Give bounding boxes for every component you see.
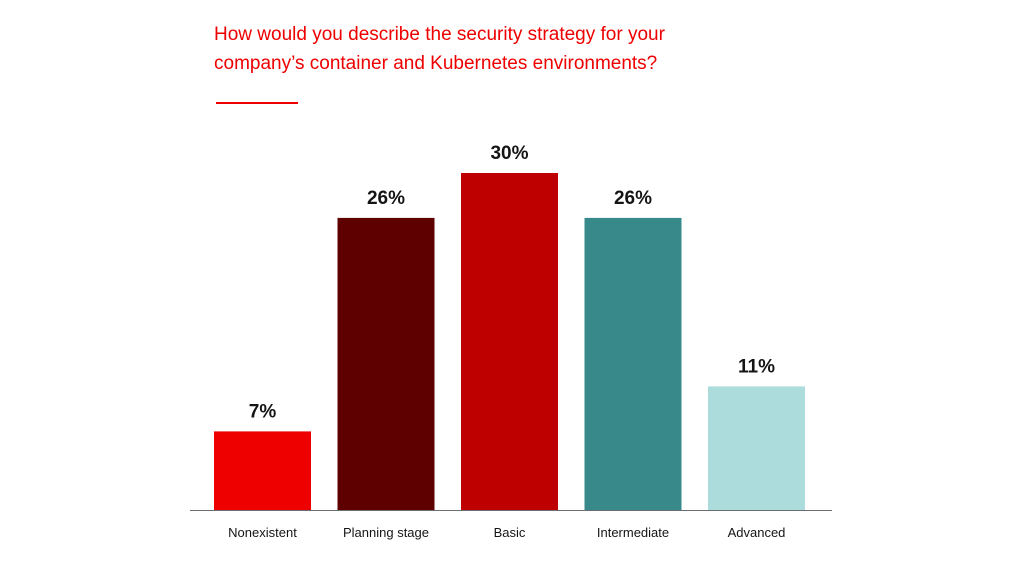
title-underline xyxy=(216,102,298,104)
value-label-intermediate: 26% xyxy=(614,188,652,209)
chart-title-line-2: company’s container and Kubernetes envir… xyxy=(214,53,658,74)
bar-intermediate xyxy=(584,217,682,510)
value-label-basic: 30% xyxy=(490,143,528,164)
value-label-advanced: 11% xyxy=(738,356,775,377)
value-label-nonexistent: 7% xyxy=(249,401,277,422)
category-label-intermediate: Intermediate xyxy=(597,525,669,540)
category-label-planning-stage: Planning stage xyxy=(343,525,429,540)
category-label-basic: Basic xyxy=(494,525,526,540)
value-label-planning-stage: 26% xyxy=(367,188,405,209)
category-label-advanced: Advanced xyxy=(728,525,786,540)
category-labels-group: Nonexistent Planning stage Basic Intermedia… xyxy=(228,525,785,540)
bar-basic xyxy=(461,173,558,510)
bar-planning-stage xyxy=(337,217,435,510)
category-label-nonexistent: Nonexistent xyxy=(228,525,297,540)
chart-title-line-1: How would you describe the security stra… xyxy=(214,24,665,45)
bars-group xyxy=(214,173,805,510)
value-labels-group: 7% 26% 30% 26% 11% xyxy=(249,143,775,422)
bar-advanced xyxy=(708,386,805,510)
chart-title: How would you describe the security stra… xyxy=(214,20,774,78)
bar-nonexistent xyxy=(214,431,311,510)
